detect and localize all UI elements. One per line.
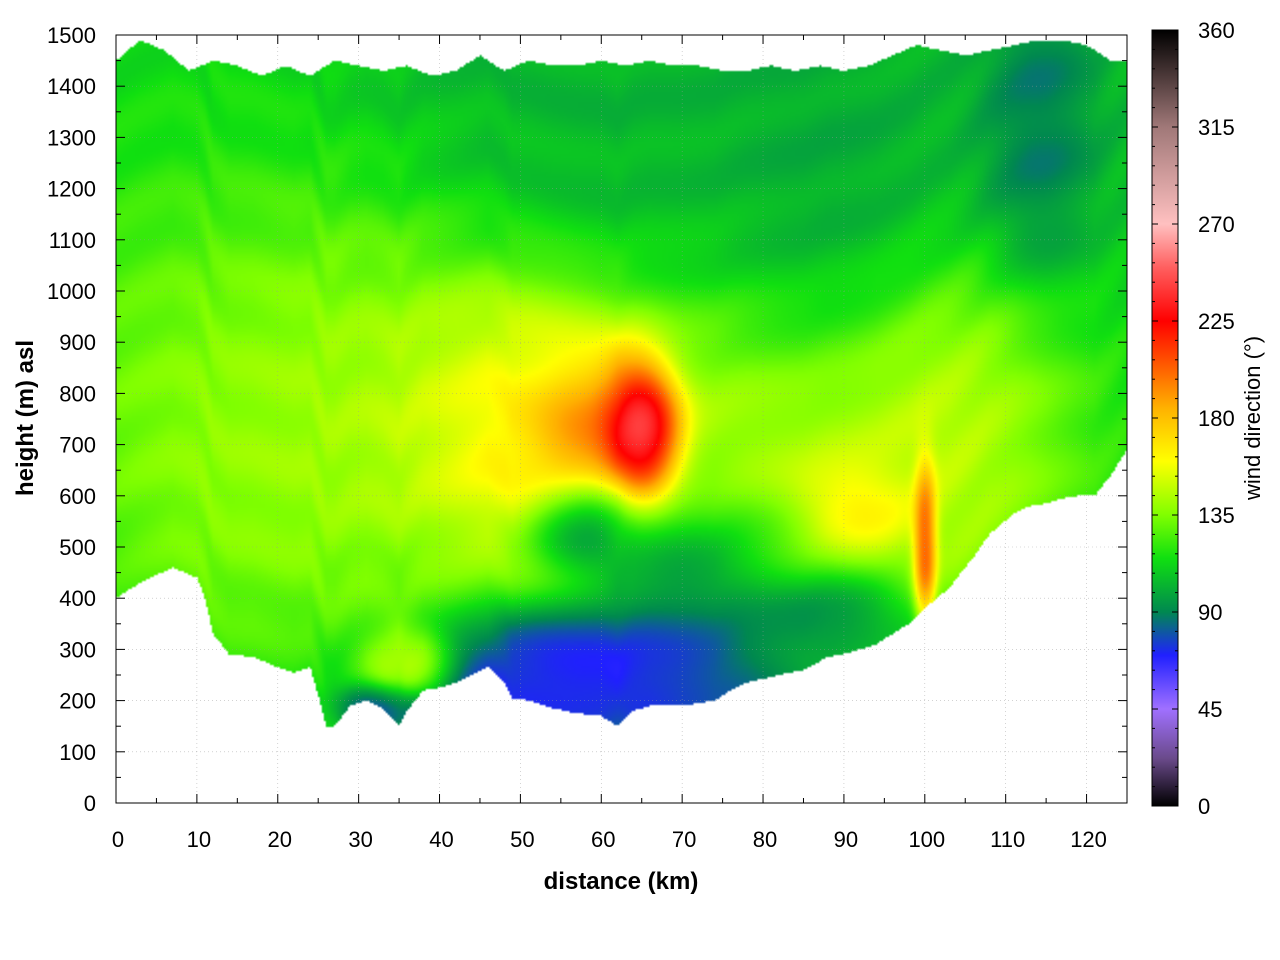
x-tick-label: 20 [268,827,292,852]
x-tick-label: 30 [348,827,372,852]
y-tick-label: 1500 [47,23,96,48]
y-tick-label: 500 [59,535,96,560]
y-tick-label: 900 [59,330,96,355]
y-axis-title: height (m) asl [12,340,39,496]
x-axis-title: distance (km) [544,868,699,895]
y-tick-label: 800 [59,381,96,406]
y-tick-label: 1200 [47,177,96,202]
grid-lines [116,35,1127,803]
colorbar-tick-label: 270 [1198,212,1235,237]
x-tick-label: 120 [1070,827,1107,852]
colorbar-title: wind direction (°) [1240,336,1265,501]
colorbar-tick-label: 0 [1198,794,1210,819]
y-tick-label: 1300 [47,125,96,150]
colorbar-tick-label: 360 [1198,18,1235,43]
y-tick-label: 200 [59,689,96,714]
y-tick-label: 1100 [49,228,96,253]
y-tick-label: 300 [59,637,96,662]
y-tick-label: 0 [84,791,96,816]
x-tick-label: 10 [187,827,211,852]
colorbar-tick-label: 90 [1198,600,1222,625]
heatmap-field [116,35,1127,803]
x-tick-label: 70 [672,827,696,852]
y-tick-label: 700 [59,433,96,458]
y-tick-label: 1400 [47,74,96,99]
x-tick-label: 40 [429,827,453,852]
y-tick-label: 100 [59,740,96,765]
x-axis-ticks: 0 10 20 30 40 50 60 70 80 90 100 110 120 [112,35,1107,852]
x-tick-label: 0 [112,827,124,852]
y-axis-ticks: 0 100 200 300 400 500 600 700 800 900 1000 1100 1200… [47,23,1127,816]
colorbar-tick-label: 45 [1198,697,1222,722]
colorbar-tick-label: 135 [1198,503,1235,528]
x-tick-label: 80 [753,827,777,852]
colorbar-tick-label: 180 [1198,406,1235,431]
x-tick-label: 50 [510,827,534,852]
colorbar-ticks: 0 45 90 135 180 225 270 315 360 [1152,18,1235,819]
x-tick-label: 110 [990,827,1025,852]
y-tick-label: 1000 [47,279,96,304]
colorbar-tick-label: 315 [1198,115,1235,140]
y-tick-label: 400 [59,586,96,611]
x-tick-label: 100 [908,827,945,852]
x-tick-label: 90 [834,827,858,852]
y-tick-label: 600 [59,484,96,509]
colorbar-tick-label: 225 [1198,309,1235,334]
x-tick-label: 60 [591,827,615,852]
